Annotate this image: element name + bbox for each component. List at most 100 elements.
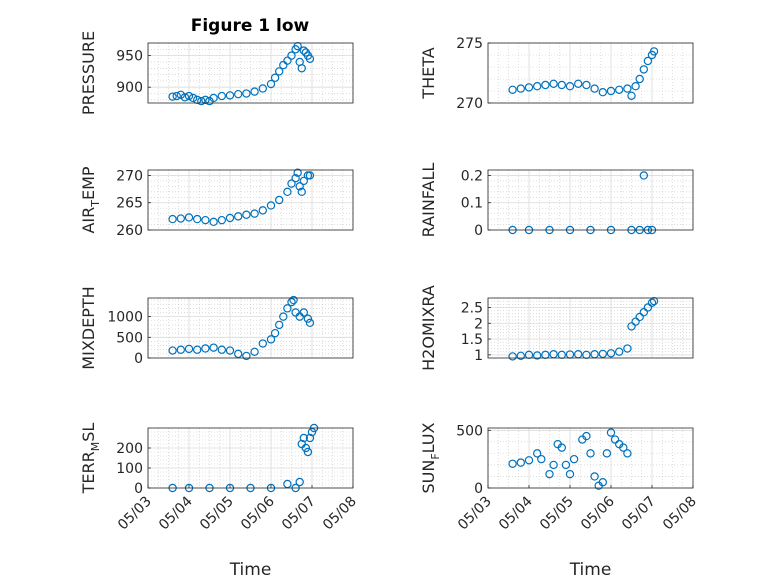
data-point xyxy=(201,215,210,225)
data-point xyxy=(289,295,298,305)
data-point xyxy=(598,349,608,359)
data-point xyxy=(615,85,624,95)
data-point xyxy=(647,298,657,307)
data-point xyxy=(627,322,636,331)
data-point xyxy=(209,93,218,103)
data-point xyxy=(565,469,575,479)
data-point xyxy=(627,91,636,101)
data-point xyxy=(283,304,292,313)
data-point xyxy=(635,312,644,322)
data-point xyxy=(305,433,315,443)
data-point xyxy=(250,87,259,96)
data-point xyxy=(582,80,591,90)
data-point xyxy=(287,51,296,60)
data-point xyxy=(295,182,304,191)
subplot-4: 0 500 1000 MIXDEPTH xyxy=(79,286,354,370)
data-point xyxy=(524,83,534,92)
data-point xyxy=(266,201,276,210)
data-point xyxy=(209,217,218,227)
subplot-grid: 900 950 PRESSURE 270 275 THETA 260 265 270 AIRTEM… xyxy=(79,31,700,580)
axes-frame xyxy=(147,169,354,231)
data-point xyxy=(225,91,235,100)
data-point xyxy=(549,460,558,470)
data-point xyxy=(209,343,218,352)
data-point xyxy=(258,206,267,215)
data-point xyxy=(293,41,302,51)
x-axis-label: Time xyxy=(569,560,612,580)
data-point xyxy=(293,168,302,177)
data-point xyxy=(297,64,306,73)
y-axis-label: TERRMSL xyxy=(79,423,102,495)
data-point xyxy=(590,472,599,481)
data-point xyxy=(598,478,608,487)
data-point xyxy=(258,339,267,348)
data-point xyxy=(192,345,202,354)
data-point xyxy=(188,93,198,103)
subplot-1: 270 275 THETA xyxy=(419,36,694,112)
data-point xyxy=(516,351,526,360)
subplot-5: 11.522.5 H2OMIXRA xyxy=(419,285,694,371)
data-point xyxy=(649,47,659,56)
data-point xyxy=(201,344,210,353)
y-tick-label: 0 xyxy=(134,481,143,497)
data-point xyxy=(574,79,583,89)
x-tick-label: 05/06 xyxy=(578,493,618,533)
data-point xyxy=(184,213,194,222)
data-point xyxy=(275,195,284,205)
data-point xyxy=(635,74,644,84)
x-tick-label: 05/05 xyxy=(537,494,577,534)
y-tick-label: 265 xyxy=(116,196,143,212)
y-tick-label: 0 xyxy=(474,481,483,497)
data-point xyxy=(168,214,177,224)
data-point xyxy=(192,95,202,105)
axes-frame xyxy=(487,297,694,359)
subplot-2: 260 265 270 AIRTEMP xyxy=(79,166,354,239)
y-tick-label: 500 xyxy=(116,330,143,346)
y-axis-label: THETA xyxy=(419,47,438,99)
data-point xyxy=(623,84,632,93)
data-point xyxy=(524,456,534,465)
data-point xyxy=(643,303,653,312)
y-tick-label: 1.5 xyxy=(461,332,483,348)
y-axis-label: SUNFLUX xyxy=(419,422,442,493)
data-point xyxy=(299,46,308,55)
data-point xyxy=(295,477,304,487)
data-point xyxy=(258,84,267,93)
data-point xyxy=(233,89,243,99)
y-tick-label: 0 xyxy=(134,351,143,367)
y-tick-label: 275 xyxy=(456,36,483,52)
data-point xyxy=(643,56,653,66)
data-point xyxy=(582,350,591,360)
data-point xyxy=(305,54,315,63)
data-point xyxy=(275,320,284,330)
data-point xyxy=(508,459,517,468)
data-point xyxy=(557,80,567,90)
data-point xyxy=(217,345,226,354)
data-point xyxy=(516,84,526,93)
y-axis-label: RAINFALL xyxy=(419,163,438,238)
y-tick-label: 260 xyxy=(116,223,143,239)
axes-frame xyxy=(487,427,694,489)
data-point xyxy=(516,458,526,467)
data-point xyxy=(623,344,632,353)
x-tick-label: 05/08 xyxy=(660,494,700,534)
data-point xyxy=(184,344,194,354)
data-point xyxy=(250,347,259,356)
data-point xyxy=(242,210,251,219)
data-point xyxy=(299,433,308,443)
data-point xyxy=(168,92,177,101)
data-point xyxy=(168,346,177,355)
y-tick-label: 1000 xyxy=(107,310,143,326)
x-tick-label: 05/08 xyxy=(320,494,360,534)
data-point xyxy=(649,296,659,306)
data-point xyxy=(508,85,517,95)
y-tick-label: 2.5 xyxy=(461,300,483,316)
data-point xyxy=(639,308,649,317)
axes-frame xyxy=(147,42,354,104)
data-point xyxy=(180,93,190,102)
y-tick-label: 0 xyxy=(474,223,483,239)
data-point xyxy=(250,209,259,218)
data-point xyxy=(602,449,612,458)
data-point xyxy=(533,449,542,458)
x-tick-label: 05/03 xyxy=(115,494,155,534)
